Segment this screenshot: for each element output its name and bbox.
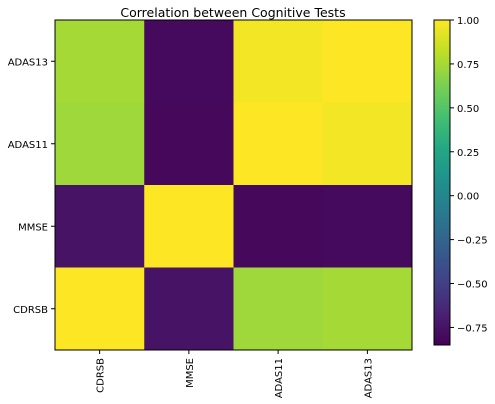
heatmap-cell-cdrsb-adas13: [322, 267, 413, 351]
heatmap-cell-mmse-adas11: [233, 185, 324, 268]
chart-title: Correlation between Cognitive Tests: [120, 5, 345, 20]
heatmap-cell-cdrsb-adas11: [233, 267, 324, 351]
y-tick-label: ADAS13: [8, 57, 48, 68]
colorbar-tick-label: 1.00: [457, 16, 479, 27]
colorbar-tick-label: −0.50: [457, 280, 488, 291]
heatmap-cell-mmse-cdrsb: [55, 185, 145, 268]
heatmap-cell-adas11-adas13: [322, 102, 413, 186]
x-tick-label: ADAS11: [274, 358, 285, 398]
colorbar-tick-label: 0.25: [457, 148, 479, 159]
colorbar-axis: −0.75 −0.50 −0.25 0.00 0.25 0.50 0.75 1.00: [450, 16, 488, 334]
heatmap-cell-adas13-adas11: [233, 20, 324, 103]
y-tick-label: CDRSB: [13, 305, 48, 316]
heatmap-cell-mmse-mmse: [144, 185, 234, 268]
y-tick-label: MMSE: [18, 222, 48, 233]
y-axis: ADAS13 ADAS11 MMSE CDRSB: [8, 57, 55, 316]
colorbar-tick-label: 0.50: [457, 104, 479, 115]
x-axis: CDRSB MMSE ADAS11 ADAS13: [96, 350, 374, 398]
heatmap-cell-adas13-cdrsb: [55, 20, 145, 103]
colorbar-tick-label: 0.00: [457, 192, 479, 203]
heatmap-cell-adas11-cdrsb: [55, 102, 145, 186]
x-tick-label: MMSE: [185, 358, 196, 388]
colorbar-tick-label: −0.75: [457, 323, 488, 334]
x-tick-label: CDRSB: [96, 358, 107, 393]
colorbar: [433, 19, 451, 346]
y-tick-label: ADAS11: [8, 140, 48, 151]
heatmap-cell-adas13-mmse: [144, 20, 234, 103]
heatmap-cells: [55, 20, 413, 351]
plot-frame: [54, 19, 413, 351]
heatmap-cell-mmse-adas13: [322, 185, 413, 268]
colorbar-tick-label: −0.25: [457, 236, 488, 247]
heatmap-cell-cdrsb-cdrsb: [55, 267, 145, 351]
heatmap-cell-adas11-adas11: [233, 102, 324, 186]
heatmap-cell-adas13-adas13: [322, 20, 413, 103]
x-tick-label: ADAS13: [363, 358, 374, 398]
heatmap-cell-cdrsb-mmse: [144, 267, 234, 351]
colorbar-tick-label: 0.75: [457, 60, 479, 71]
heatmap-cell-adas11-mmse: [144, 102, 234, 186]
